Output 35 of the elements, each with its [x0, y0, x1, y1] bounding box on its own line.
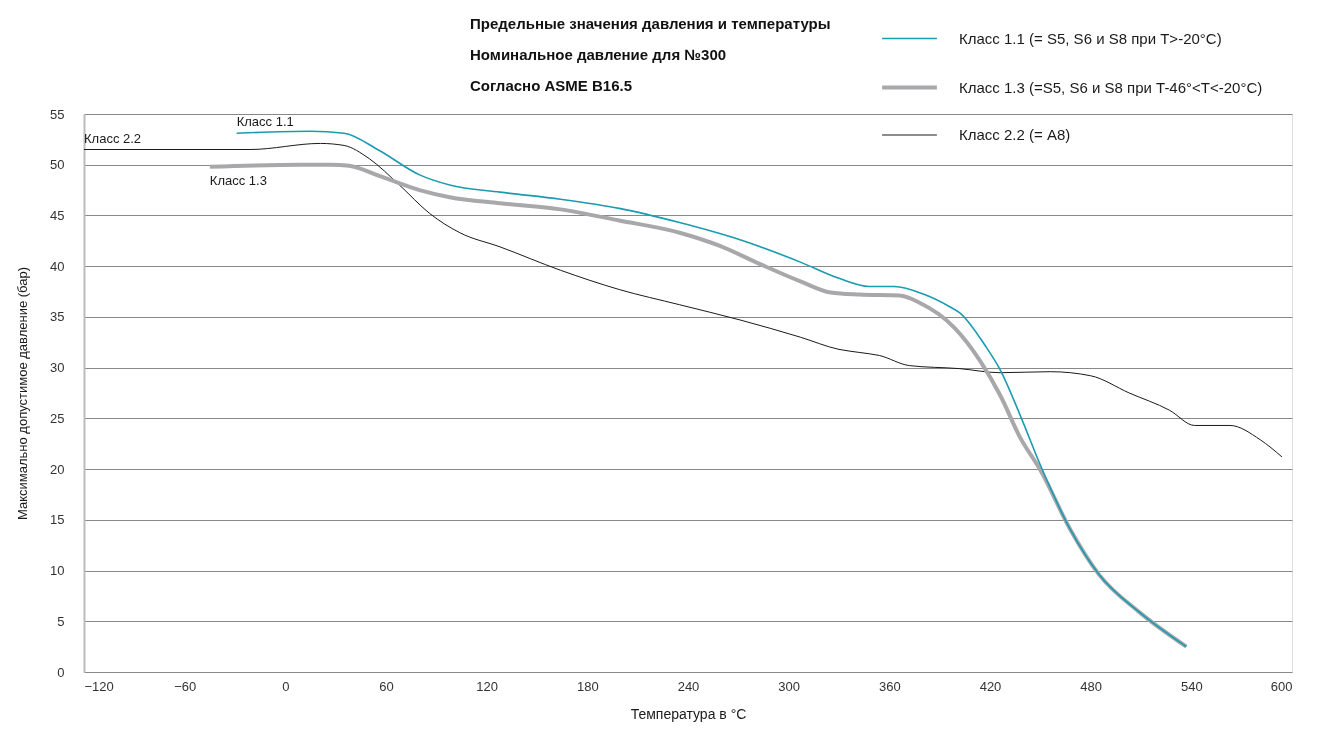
y-tick-label: 20 — [50, 461, 65, 477]
x-tick-label: −60 — [174, 678, 197, 694]
x-tick-label: 420 — [979, 678, 1002, 694]
x-tick-label: 540 — [1180, 678, 1203, 694]
y-tick-label: 50 — [50, 157, 65, 173]
x-tick-label: 120 — [476, 678, 499, 694]
chart-title: Предельные значения давления и температуры Номинальное давление для №300 Согласно ASME B16.5 — [470, 15, 831, 94]
legend-label: Класс 1.3 (=S5, S6 и S8 при T-46°<T<-20°C) — [959, 78, 1263, 96]
line-series — [83, 142, 1283, 458]
x-tick-label: −120 — [84, 678, 114, 694]
x-tick-label: 180 — [576, 678, 599, 694]
x-axis-title: Температура в °C — [630, 705, 747, 722]
annotation: Класс 2.2 — [84, 130, 142, 146]
y-axis-title: Максимально допустимое давление (бар) — [15, 266, 31, 521]
y-tick-label: 15 — [50, 512, 65, 528]
y-tick-label: 0 — [57, 664, 65, 680]
annotation: Класс 1.3 — [209, 172, 267, 188]
y-tick-label: 25 — [50, 410, 65, 426]
x-tick-label: 360 — [878, 678, 901, 694]
y-tick-label: 35 — [50, 309, 65, 325]
legend-label: Класс 2.2 (= A8) — [959, 126, 1071, 143]
y-tick-label: 10 — [50, 563, 65, 579]
annotation: Класс 1.1 — [236, 114, 294, 130]
y-tick-label: 40 — [50, 258, 65, 274]
x-tick-label: 480 — [1080, 678, 1103, 694]
x-tick-label: 0 — [282, 678, 290, 694]
x-tick-label: 300 — [778, 678, 801, 694]
x-tick-label: 60 — [379, 678, 394, 694]
x-tick-label: 240 — [677, 678, 700, 694]
y-tick-label: 5 — [57, 613, 65, 629]
y-tick-label: 45 — [50, 207, 65, 223]
x-tick-label: 600 — [1270, 678, 1293, 694]
y-tick-label: 30 — [50, 360, 65, 376]
y-tick-label: 55 — [50, 106, 65, 122]
legend-label: Класс 1.1 (= S5, S6 и S8 при T>-20°C) — [959, 29, 1222, 47]
